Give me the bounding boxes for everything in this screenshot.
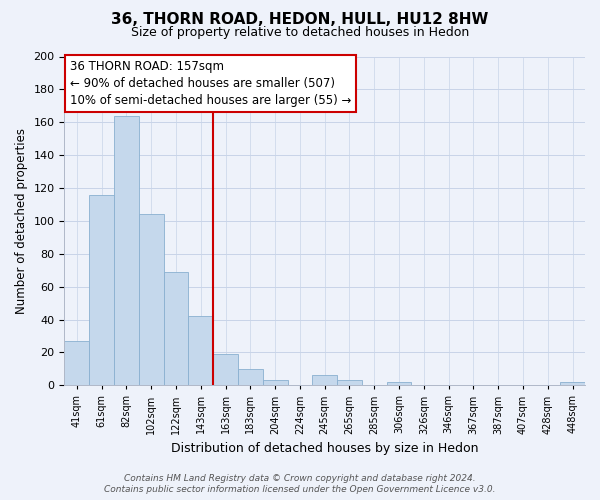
X-axis label: Distribution of detached houses by size in Hedon: Distribution of detached houses by size …	[171, 442, 478, 455]
Text: Contains HM Land Registry data © Crown copyright and database right 2024.
Contai: Contains HM Land Registry data © Crown c…	[104, 474, 496, 494]
Bar	[313, 376, 337, 386]
Bar	[188, 316, 213, 386]
Bar	[213, 354, 238, 386]
Text: 36, THORN ROAD, HEDON, HULL, HU12 8HW: 36, THORN ROAD, HEDON, HULL, HU12 8HW	[112, 12, 488, 28]
Text: Size of property relative to detached houses in Hedon: Size of property relative to detached ho…	[131, 26, 469, 39]
Bar	[238, 369, 263, 386]
Bar	[64, 341, 89, 386]
Y-axis label: Number of detached properties: Number of detached properties	[15, 128, 28, 314]
Bar	[263, 380, 287, 386]
Bar	[114, 116, 139, 386]
Bar	[560, 382, 585, 386]
Bar	[89, 194, 114, 386]
Bar	[386, 382, 412, 386]
Bar	[337, 380, 362, 386]
Text: 36 THORN ROAD: 157sqm
← 90% of detached houses are smaller (507)
10% of semi-det: 36 THORN ROAD: 157sqm ← 90% of detached …	[70, 60, 351, 107]
Bar	[164, 272, 188, 386]
Bar	[139, 214, 164, 386]
